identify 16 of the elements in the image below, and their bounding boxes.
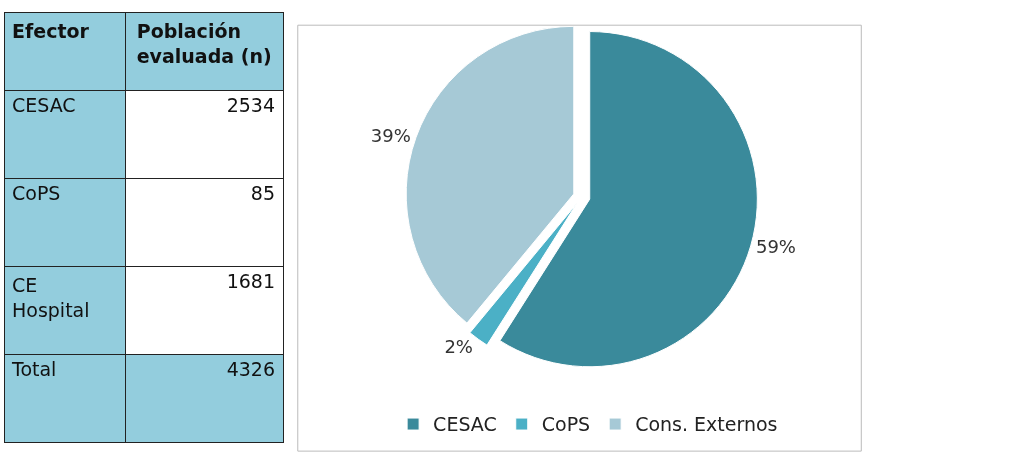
legend-label: Cons. Externos — [635, 413, 778, 436]
category-label: CESAC — [12, 94, 76, 117]
category-label: CoPS — [12, 182, 61, 205]
data-label: 85 — [250, 182, 275, 205]
data-label: 1681 — [226, 270, 275, 293]
category-label: CE Hospital — [12, 274, 90, 321]
text: Efector — [12, 20, 90, 42]
data-label: 2534 — [226, 94, 275, 117]
data-label: 39% — [370, 125, 411, 147]
data-label: 59% — [755, 236, 796, 258]
legend-label: CESAC — [433, 413, 497, 436]
legend-label: CoPS — [541, 413, 591, 436]
data-label: 2% — [444, 335, 473, 357]
text: Población evaluada (n) — [136, 20, 272, 67]
data-label: 4326 — [226, 358, 275, 381]
category-label: Total — [11, 358, 57, 381]
